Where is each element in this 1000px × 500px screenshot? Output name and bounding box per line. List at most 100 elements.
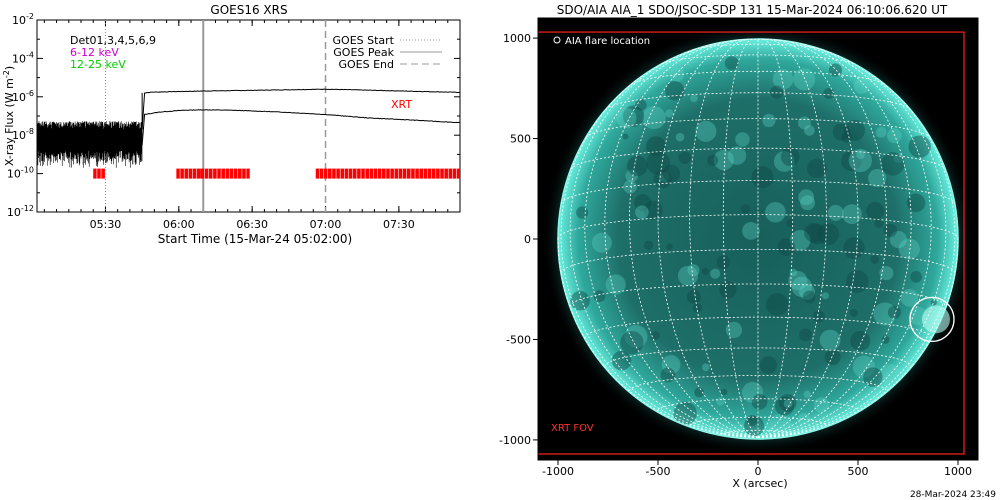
aia-y-tick-label: 0 (524, 233, 531, 246)
aia-flare-location-circle (909, 296, 955, 343)
goes-x-tick-label: 06:00 (163, 218, 195, 231)
solar-texture-blob (751, 394, 768, 410)
solar-texture-blob (611, 350, 632, 371)
solar-texture-blob (666, 243, 673, 250)
solar-texture-blob (740, 204, 751, 214)
solar-texture-blob (780, 147, 800, 167)
xrt-observation-bars (93, 168, 460, 179)
solar-texture-blob (840, 150, 862, 172)
solar-texture-blob (823, 87, 835, 100)
solar-texture-blob (701, 267, 709, 275)
solar-texture-blob (777, 238, 796, 256)
heliographic-grid (557, 38, 959, 438)
goes-xrs-chart: GOES16 XRS 10-2 10-4 10-6 10-8 10-10 10-12 05… (2, 3, 461, 246)
solar-texture-blob (798, 189, 815, 206)
solar-texture-blob (821, 292, 829, 300)
solar-texture-blob (803, 390, 811, 398)
goes-x-tick-label: 07:30 (383, 218, 415, 231)
solar-texture-blob (841, 204, 862, 225)
solar-texture-blob (881, 335, 890, 344)
aia-image-title: SDO/AIA AIA_1 SDO/JSOC-SDP 131 15-Mar-20… (557, 3, 948, 17)
solar-texture-blob (622, 133, 629, 140)
solar-texture-blob (759, 356, 778, 374)
aia-legend-label: AIA flare location (565, 36, 650, 47)
solar-texture-blob (824, 349, 841, 366)
solar-texture-blob (677, 265, 699, 286)
latitude-line (660, 54, 856, 65)
solar-texture-blob (789, 268, 798, 277)
detector-label: Det01,3,4,5,6,9 (70, 34, 156, 47)
goes-series (141, 88, 460, 146)
solar-texture-blob (783, 399, 793, 409)
latitude-line (557, 214, 959, 240)
goes-y-tick-label: 10-8 (12, 127, 34, 142)
solar-texture-blob (646, 136, 666, 156)
solar-texture-blob (804, 125, 815, 136)
solar-texture-blob (845, 270, 869, 293)
solar-texture-blob (727, 146, 747, 165)
solar-texture-blob (635, 99, 647, 111)
solar-disk (558, 39, 958, 439)
solar-texture-blob (713, 149, 734, 171)
solar-texture-blob (620, 330, 644, 355)
aia-y-axis: 1000 500 0 -500 -1000 (499, 32, 538, 447)
solar-texture-blob (868, 168, 887, 188)
goes-preflare-noise (37, 121, 143, 168)
solar-texture-blob (751, 166, 774, 189)
solar-texture-blob (626, 155, 648, 177)
solar-texture-blob (802, 290, 816, 304)
solar-texture-blob (852, 355, 875, 378)
goes-noise-band (37, 92, 143, 168)
solar-texture-blob (879, 266, 894, 281)
goes-series-long (141, 88, 460, 130)
solar-texture-blob (623, 180, 637, 194)
solar-texture-blob (742, 381, 764, 403)
energy-band-high-label: 12-25 keV (70, 58, 126, 71)
solar-texture-blob (725, 321, 743, 339)
energy-band-low-label: 6-12 keV (70, 46, 119, 59)
solar-texture-blob (841, 68, 849, 76)
solar-texture-blob (841, 132, 853, 143)
latitude-line (570, 147, 946, 170)
solar-texture-blob (653, 169, 672, 189)
solar-texture-blob (797, 413, 811, 427)
solar-texture-blob (791, 276, 813, 297)
solar-texture-blob (765, 293, 789, 316)
goes-x-tick-label: 06:30 (236, 218, 268, 231)
solar-disk-layer (542, 23, 974, 455)
longitude-line (560, 75, 759, 438)
solar-texture-blob (625, 169, 638, 183)
goes-y-tick-label: 10-4 (12, 50, 34, 65)
solar-texture-blob (765, 202, 786, 223)
solar-texture-blob (788, 270, 808, 291)
solar-texture-blob (746, 415, 758, 427)
solar-texture-blob (827, 204, 844, 221)
solar-texture-blob (591, 232, 612, 253)
solar-texture-blob (576, 206, 589, 219)
solar-texture-blob (773, 151, 795, 172)
aia-x-tick-label: 0 (755, 465, 762, 478)
solar-texture-blob (908, 135, 931, 158)
solar-texture-blob (665, 109, 674, 118)
solar-texture-blob (844, 119, 866, 141)
goes-y-axis-label: X-ray Flux (W m-2) (2, 66, 16, 166)
solar-texture-blob (743, 415, 765, 437)
solar-texture-blob (848, 148, 872, 173)
solar-texture-blob (793, 68, 816, 91)
goes-info-lines: Det01,3,4,5,6,9 6-12 keV 12-25 keV (70, 34, 156, 71)
legend-goes-end-label: GOES End (338, 58, 394, 71)
aia-legend-marker (553, 36, 561, 44)
goes-series-short (141, 109, 460, 146)
solar-texture-blob (873, 302, 897, 326)
solar-texture-blob (910, 270, 923, 283)
solar-texture-blob (843, 237, 865, 259)
solar-texture-blob (786, 219, 795, 228)
solar-texture-blob (605, 274, 626, 295)
goes-x-tick-label: 05:30 (90, 218, 122, 231)
solar-texture-blob (813, 397, 830, 413)
solar-texture-blob (875, 126, 887, 138)
solar-texture-blob (898, 238, 920, 260)
solar-texture-blob (804, 223, 824, 243)
solar-texture-blob (906, 193, 926, 213)
solar-texture-blob (832, 123, 851, 141)
